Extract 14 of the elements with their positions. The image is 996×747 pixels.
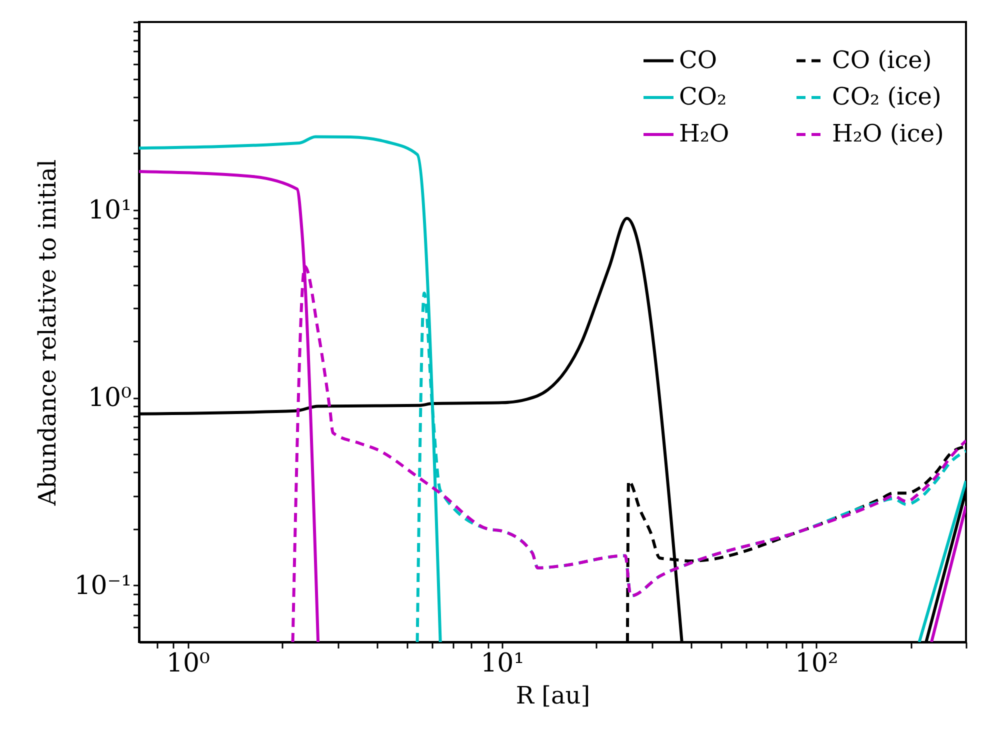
legend-label: H₂O [679,120,730,148]
y-tick-label: 10⁰ [88,383,132,414]
x-tick-label: 10² [794,648,838,678]
legend-label: CO (ice) [832,46,932,74]
legend-label: H₂O (ice) [832,120,944,148]
y-axis-title: Abundance relative to initial [33,159,62,507]
y-tick-label: 10¹ [88,195,132,226]
legend-label: CO [679,46,718,74]
x-tick-label: 10¹ [480,648,524,678]
y-tick-label: 10⁻¹ [74,570,132,601]
legend-label: CO₂ [679,82,727,110]
legend-label: CO₂ (ice) [832,82,942,110]
x-axis-title: R [au] [516,682,590,710]
x-tick-label: 10⁰ [166,648,210,678]
